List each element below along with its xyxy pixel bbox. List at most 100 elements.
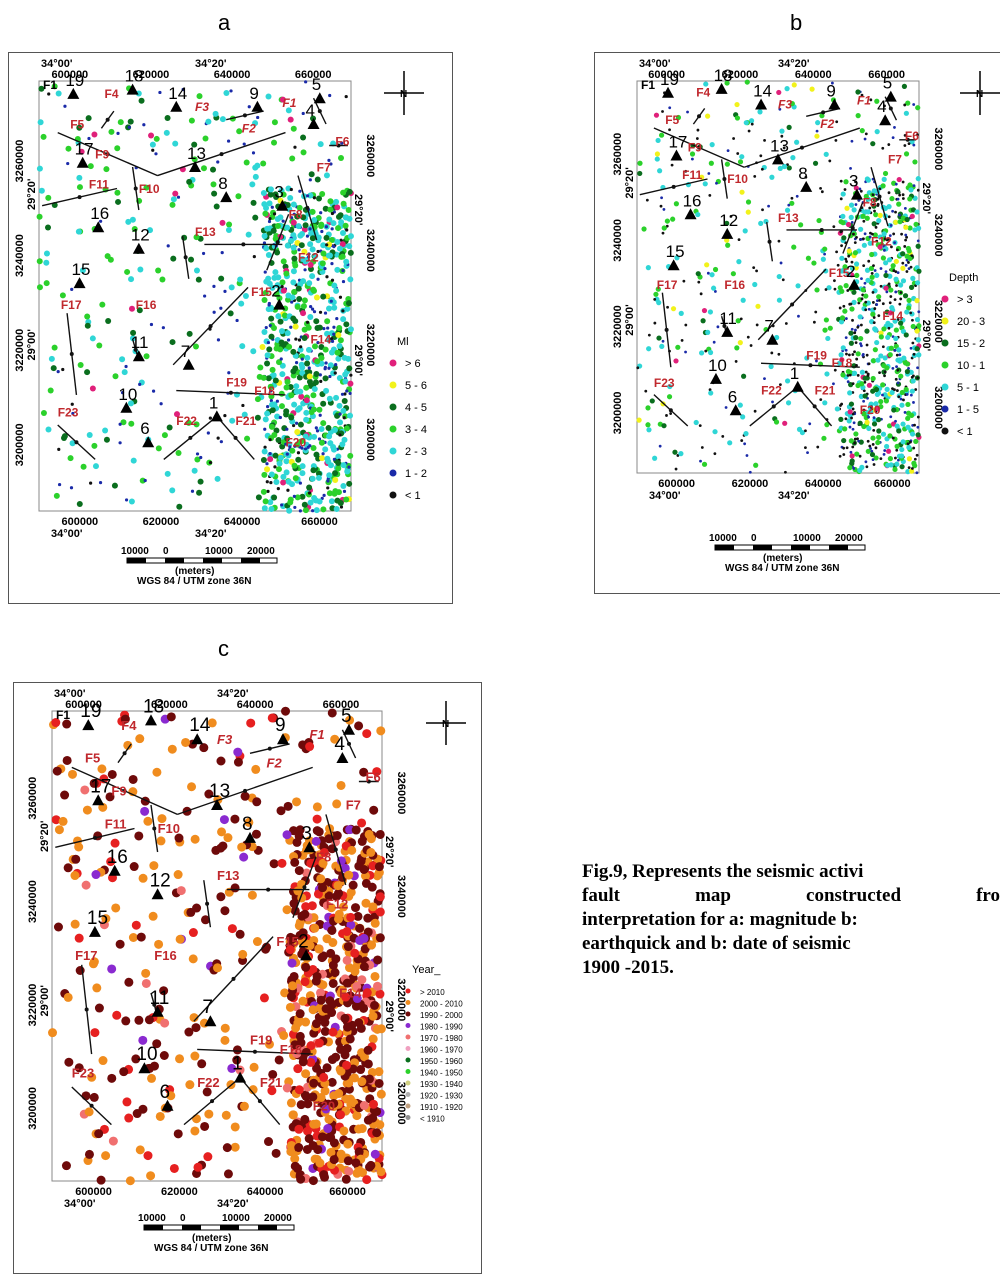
seismic-event-point <box>791 244 797 250</box>
seismic-event-point <box>893 126 896 129</box>
seismic-event-point <box>91 442 98 449</box>
seismic-event-point <box>656 300 662 306</box>
fault-label: F8 <box>289 208 303 222</box>
seismic-event-point <box>863 232 867 236</box>
northing-left-label: 3220000 <box>612 305 624 348</box>
seismic-event-point <box>69 440 76 447</box>
legend-label: 5 - 1 <box>957 382 979 394</box>
fault-tick <box>219 152 224 157</box>
seismic-event-point <box>290 315 297 322</box>
seismic-event-point <box>645 422 651 428</box>
map-svg-b: 34°00' 34°20'600000 620000 640000 6600006000… <box>612 58 1000 574</box>
seismic-event-point <box>256 115 260 120</box>
seismic-event-point <box>914 280 921 286</box>
seismic-event-point <box>789 100 795 107</box>
seismic-event-point <box>285 1002 295 1012</box>
seismic-event-point <box>887 456 893 462</box>
seismic-event-point <box>901 197 905 200</box>
seismic-event-point <box>280 191 287 198</box>
seismic-event-point <box>883 260 889 266</box>
fault-label: F6 <box>366 770 381 785</box>
seismic-event-point <box>878 371 881 375</box>
seismic-event-point <box>51 344 58 351</box>
seismic-event-point <box>874 129 880 135</box>
seismic-event-point <box>252 937 262 947</box>
seismic-event-point <box>307 252 311 256</box>
seismic-event-point <box>294 1143 304 1153</box>
seismic-event-point <box>326 486 330 490</box>
seismic-event-point <box>905 270 909 273</box>
scale-label: 20000 <box>835 533 863 544</box>
station-number: 4 <box>306 101 315 120</box>
seismic-event-point <box>320 1172 330 1182</box>
seismic-event-point <box>654 156 660 162</box>
easting-top-label: 620000 <box>133 69 170 81</box>
seismic-event-point <box>254 414 261 421</box>
seismic-event-point <box>327 1008 337 1018</box>
seismic-event-point <box>149 322 154 327</box>
seismic-event-point <box>169 1163 179 1173</box>
seismic-event-point <box>131 1054 141 1064</box>
seismic-event-point <box>301 326 308 333</box>
seismic-event-point <box>346 480 353 487</box>
seismic-event-point <box>854 328 857 332</box>
seismic-event-point <box>744 79 750 85</box>
seismic-event-point <box>268 438 272 442</box>
seismic-event-point <box>852 250 859 256</box>
seismic-event-point <box>910 378 916 384</box>
legend-label: 1980 - 1990 <box>420 1023 463 1032</box>
legend-swatch <box>405 1000 411 1005</box>
seismic-event-point <box>318 980 328 990</box>
seismic-event-point <box>99 301 106 308</box>
seismic-event-point <box>907 182 913 188</box>
seismic-event-point <box>68 769 78 779</box>
seismic-event-point <box>863 281 867 285</box>
seismic-event-point <box>294 337 298 341</box>
seismic-event-point <box>288 981 298 991</box>
seismic-event-point <box>246 718 256 728</box>
seismic-event-point <box>323 172 330 179</box>
seismic-event-point <box>262 416 269 423</box>
fault-label: F9 <box>95 147 109 161</box>
seismic-event-point <box>900 439 906 445</box>
seismic-event-point <box>105 318 112 325</box>
easting-bottom-label: 620000 <box>732 478 769 490</box>
seismic-event-point <box>291 462 298 469</box>
seismic-event-point <box>916 415 920 419</box>
seismic-event-point <box>340 189 347 196</box>
station-number: 3 <box>849 172 858 191</box>
seismic-event-point <box>872 463 876 466</box>
seismic-event-point <box>335 465 342 472</box>
seismic-event-point <box>748 118 755 124</box>
station-triangle <box>211 799 223 810</box>
seismic-event-point <box>910 275 916 281</box>
fault-tick <box>877 194 882 199</box>
seismic-event-point <box>55 90 62 97</box>
seismic-event-point <box>712 266 719 273</box>
seismic-event-point <box>304 1134 314 1144</box>
seismic-event-point <box>291 423 296 428</box>
easting-bottom-label: 660000 <box>301 516 338 528</box>
scale-bar-segment <box>241 558 260 563</box>
seismic-event-point <box>848 340 854 346</box>
seismic-event-point <box>645 265 651 271</box>
seismic-event-point <box>80 463 87 470</box>
seismic-event-point <box>316 340 320 345</box>
seismic-event-point <box>847 465 853 471</box>
seismic-event-point <box>909 213 915 219</box>
seismic-event-point <box>211 845 221 855</box>
seismic-event-point <box>347 276 354 283</box>
fault-tick <box>790 302 795 307</box>
seismic-event-point <box>872 232 878 238</box>
station-triangle <box>715 82 728 94</box>
seismic-event-point <box>291 255 298 262</box>
seismic-event-point <box>306 445 310 449</box>
fault-label-corner: F1 <box>56 708 70 722</box>
seismic-event-point <box>345 389 349 393</box>
station-number: 3 <box>274 183 283 202</box>
northing-left-label: 3240000 <box>14 234 26 277</box>
fault-label: F21 <box>236 414 257 428</box>
seismic-event-point <box>289 155 296 162</box>
seismic-event-point <box>336 324 343 331</box>
seismic-event-point <box>647 333 651 337</box>
